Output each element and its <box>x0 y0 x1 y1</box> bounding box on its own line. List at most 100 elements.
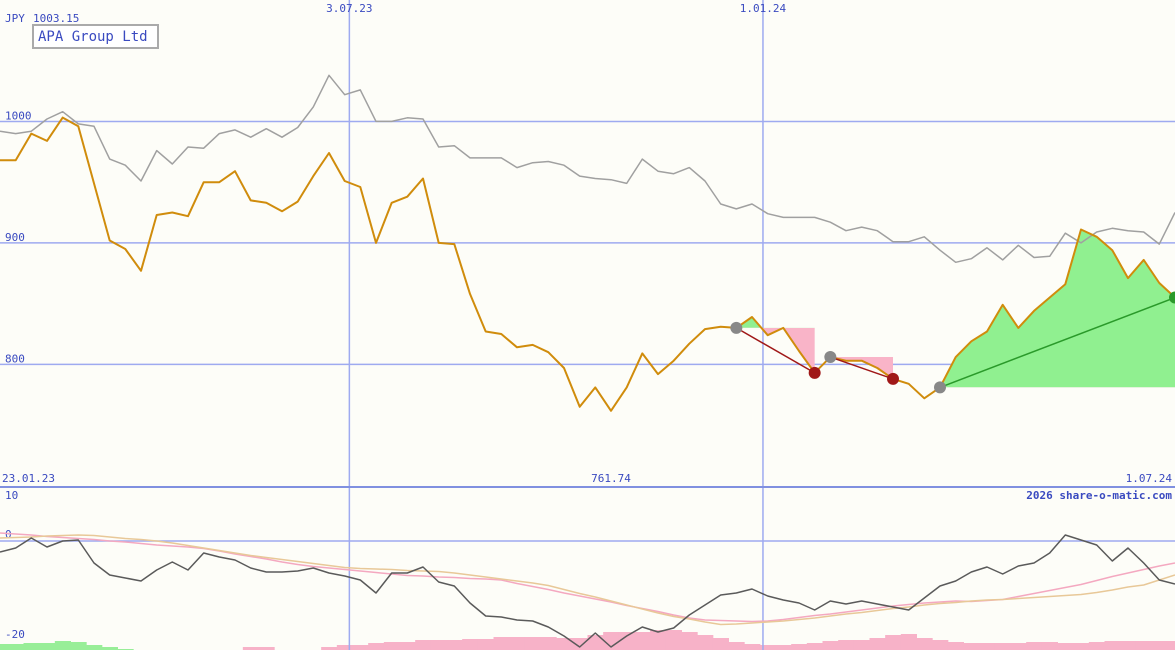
histogram-bar <box>383 642 400 650</box>
y-tick-label: 800 <box>5 352 25 365</box>
histogram-bar <box>712 638 729 650</box>
histogram-bar <box>70 642 87 650</box>
trend-start-dot <box>730 321 743 334</box>
start-date: 23.01.23 <box>2 472 55 485</box>
trend-start-dot <box>934 381 946 394</box>
histogram-bar <box>979 643 996 650</box>
histogram-bar <box>556 638 573 650</box>
histogram-bar <box>806 643 823 650</box>
y-tick-label: 1000 <box>5 109 32 122</box>
trend-gain-area <box>736 316 815 328</box>
histogram-bar <box>650 630 667 650</box>
histogram-bar <box>791 644 808 650</box>
line-series <box>0 74 1175 264</box>
histogram-bar <box>321 647 338 650</box>
line-series <box>0 116 1175 412</box>
histogram-bar <box>86 645 103 650</box>
trend-loss-area <box>830 357 893 379</box>
histogram-bar <box>822 641 839 650</box>
y-tick-label: -20 <box>5 628 25 641</box>
histogram-bar <box>493 637 510 650</box>
histogram-bar <box>728 642 745 650</box>
histogram-bar <box>759 645 776 650</box>
histogram-bar <box>23 643 40 650</box>
x-tick-label: 3.07.23 <box>326 2 372 15</box>
histogram-bar <box>932 640 949 650</box>
trend-line <box>830 356 894 380</box>
trend-end-dot <box>808 366 821 379</box>
histogram-bar <box>336 645 353 650</box>
line-series <box>0 534 1175 626</box>
histogram-bar <box>1026 642 1043 650</box>
trend-line <box>735 327 816 374</box>
histogram-bar <box>1057 643 1074 650</box>
histogram-bar <box>775 645 792 650</box>
y-tick-label: 0 <box>5 528 12 541</box>
histogram-bar <box>916 638 933 650</box>
trend-end-dot <box>887 372 899 385</box>
histogram-bar <box>1135 641 1152 650</box>
histogram-bar <box>1104 641 1121 650</box>
low-label: 761.74 <box>591 472 631 485</box>
histogram-bar <box>462 639 479 650</box>
histogram-bar <box>368 643 385 650</box>
histogram-bar <box>7 644 24 650</box>
watermark: 2026 share-o-matic.com <box>1026 489 1172 502</box>
end-date: 1.07.24 <box>1126 472 1173 485</box>
histogram-bar <box>477 639 494 650</box>
histogram-bar <box>665 630 682 650</box>
y-tick-label: 900 <box>5 231 25 244</box>
legend-entry: APA Group Ltd <box>38 29 148 45</box>
currency-label: JPY <box>5 12 25 25</box>
histogram-bar <box>415 640 432 650</box>
histogram-bar <box>509 637 526 650</box>
histogram-bar <box>430 640 447 650</box>
histogram-bar <box>446 640 463 650</box>
y-tick-label: 10 <box>5 489 18 502</box>
histogram-bar <box>744 644 761 650</box>
histogram-bar <box>1041 642 1058 650</box>
histogram-bar <box>524 637 541 650</box>
histogram-bar <box>352 645 369 650</box>
histogram-bar <box>242 647 259 650</box>
histogram-bar <box>1120 641 1137 650</box>
histogram-bar <box>39 643 56 650</box>
line-series <box>0 534 1175 648</box>
histogram-bar <box>54 641 71 650</box>
histogram-bar <box>994 643 1011 650</box>
histogram-bar <box>540 637 557 650</box>
histogram-bar <box>869 638 886 650</box>
trend-line <box>939 296 1175 389</box>
histogram-bar <box>838 640 855 650</box>
histogram-bar <box>258 647 275 650</box>
histogram-bar <box>681 632 698 650</box>
histogram-bar <box>1088 642 1105 650</box>
histogram-bar <box>1151 641 1168 650</box>
histogram-bar <box>101 647 118 650</box>
histogram-bar <box>634 632 651 650</box>
histogram-bar <box>900 634 917 650</box>
trend-start-dot <box>824 351 837 364</box>
legend-box <box>32 24 159 49</box>
histogram-bar <box>1073 643 1090 650</box>
trend-end-dot <box>1169 291 1175 304</box>
histogram-bar <box>0 644 9 650</box>
histogram-bar <box>399 642 416 650</box>
histogram-bar <box>853 640 870 650</box>
histogram-bar <box>885 635 902 650</box>
x-tick-label: 1.01.24 <box>740 2 787 15</box>
histogram-bar <box>963 643 980 650</box>
histogram-bar <box>947 642 964 650</box>
histogram-bar <box>1010 643 1027 650</box>
trend-loss-area <box>736 327 815 373</box>
high-label: 1003.15 <box>33 12 79 25</box>
histogram-bar <box>697 635 714 650</box>
trend-gain-area <box>940 229 1175 388</box>
histogram-bar <box>587 635 604 650</box>
histogram-bar <box>618 632 635 650</box>
histogram-bar <box>571 638 588 650</box>
histogram-bar <box>1167 641 1175 650</box>
histogram-bar <box>603 632 620 650</box>
